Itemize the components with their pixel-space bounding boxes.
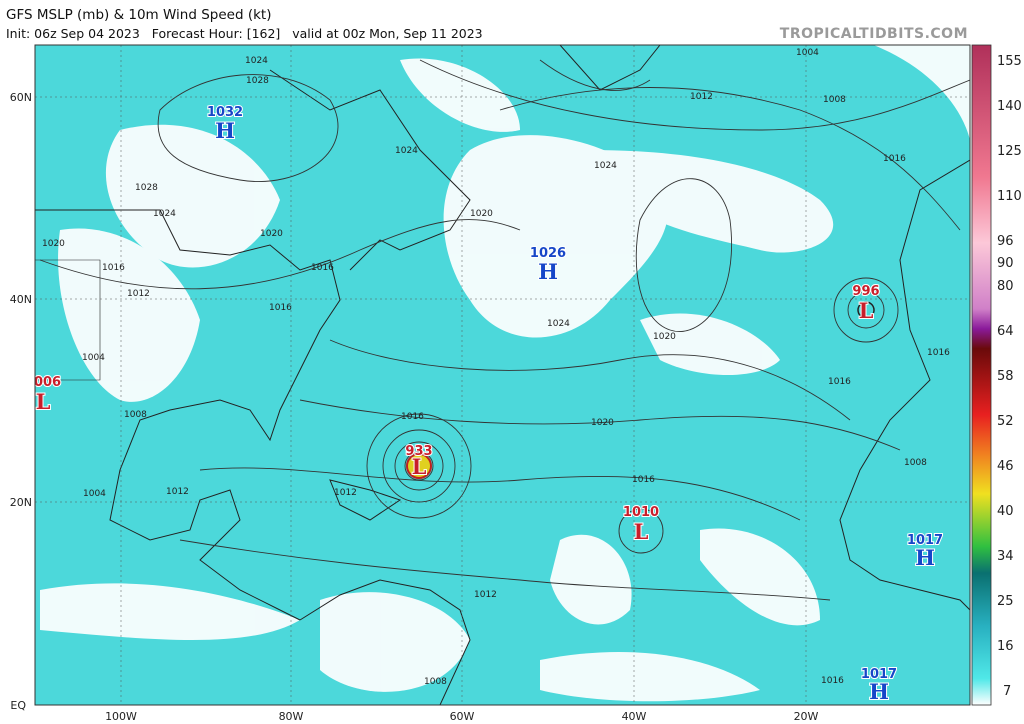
isobar-label: 1012 [334, 488, 357, 498]
colorbar-label: 96 [997, 234, 1014, 249]
lat-label: 20N [10, 496, 32, 509]
colorbar-label: 40 [997, 504, 1014, 519]
colorbar-label: 64 [997, 324, 1014, 339]
watermark: TROPICALTIDBITS.COM [780, 26, 968, 42]
colorbar-label: 58 [997, 369, 1014, 384]
center-value: 1032 [207, 105, 243, 120]
longitude-labels: 100W 80W 60W 40W 20W [105, 710, 818, 723]
colorbar-label: 125 [997, 144, 1022, 159]
isobar-label: 1008 [823, 95, 846, 105]
map: 1024 1028 1024 1028 1024 1020 1020 1016 … [25, 45, 970, 705]
center-letter: H [915, 545, 935, 570]
center-letter: H [215, 118, 235, 143]
colorbar-label: 34 [997, 549, 1014, 564]
center-letter: L [412, 454, 427, 479]
isobar-label: 1016 [401, 412, 424, 422]
colorbar-label: 155 [997, 54, 1022, 69]
isobar-label: 1024 [153, 209, 176, 219]
lat-label: 60N [10, 91, 32, 104]
colorbar-label: 52 [997, 414, 1014, 429]
isobar-label: 1020 [260, 229, 283, 239]
isobar-label: 1024 [547, 319, 570, 329]
isobar-label: 1016 [311, 263, 334, 273]
lon-label: 100W [105, 710, 137, 723]
isobar-label: 1016 [883, 154, 906, 164]
isobar-labels: 1024 1028 1024 1028 1024 1020 1020 1016 … [42, 48, 950, 687]
isobar-label: 1004 [82, 353, 105, 363]
isobar-label: 1016 [927, 348, 950, 358]
low-core [857, 301, 875, 319]
title: GFS MSLP (mb) & 10m Wind Speed (kt) [6, 7, 271, 23]
colorbar-labels: 155 140 125 110 96 90 80 64 58 52 46 40 … [997, 54, 1022, 699]
isobar-label: 1020 [591, 418, 614, 428]
isobar-label: 1012 [474, 590, 497, 600]
colorbar-label: 110 [997, 189, 1022, 204]
center-value: 1006 [25, 375, 61, 390]
isobar-label: 1020 [42, 239, 65, 249]
pressure-centers: 1032 H 1026 H 996 L 1006 L 933 L 1010 L … [25, 104, 944, 705]
latitude-labels: 60N 40N 20N EQ [10, 91, 32, 712]
colorbar-label: 140 [997, 99, 1022, 114]
isobar-label: 1028 [135, 183, 158, 193]
colorbar-label: 16 [997, 639, 1014, 654]
colorbar-label: 46 [997, 459, 1014, 474]
isobar-label: 1016 [828, 377, 851, 387]
center-value: 1026 [530, 246, 566, 261]
subtitle: Init: 06z Sep 04 2023 Forecast Hour: [16… [6, 26, 483, 41]
lat-label: 40N [10, 293, 32, 306]
lon-label: 40W [622, 710, 647, 723]
isobars [39, 59, 970, 601]
lat-label: EQ [10, 699, 26, 712]
isobar-label: 1004 [796, 48, 819, 58]
colorbar-label: 25 [997, 594, 1014, 609]
center-value: 1010 [623, 505, 659, 520]
isobar-label: 1020 [470, 209, 493, 219]
center-letter: H [538, 259, 558, 284]
isobar-label: 1016 [102, 263, 125, 273]
hurricane-core [406, 453, 432, 479]
isobar-label: 1012 [690, 92, 713, 102]
isobar-label: 1028 [246, 76, 269, 86]
colorbar-label: 80 [997, 279, 1014, 294]
lon-label: 80W [279, 710, 304, 723]
isobar-label: 1008 [124, 410, 147, 420]
isobar-label: 1024 [395, 146, 418, 156]
center-letter: L [36, 389, 51, 414]
isobar-label: 1016 [632, 475, 655, 485]
isobar-label: 1020 [653, 332, 676, 342]
lon-label: 60W [450, 710, 475, 723]
center-value: 1017 [907, 533, 943, 548]
isobar-label: 1004 [83, 489, 106, 499]
center-letter: L [634, 519, 649, 544]
isobar-label: 1012 [127, 289, 150, 299]
isobar-label: 1008 [904, 458, 927, 468]
colorbar [971, 44, 992, 706]
lon-label: 20W [794, 710, 819, 723]
isobar-label: 1016 [821, 676, 844, 686]
center-value: 1017 [861, 667, 897, 682]
isobar-label: 1012 [166, 487, 189, 497]
center-letter: H [869, 679, 889, 704]
lat-lon-grid [35, 45, 970, 705]
coastlines [35, 45, 970, 705]
calm-areas [40, 45, 970, 702]
center-value: 933 [405, 444, 432, 459]
colorbar-label: 7 [1003, 684, 1011, 699]
isobar-label: 1008 [424, 677, 447, 687]
center-letter: L [859, 298, 874, 323]
center-value: 996 [852, 284, 879, 299]
map-frame [34, 44, 971, 706]
isobar-label: 1024 [594, 161, 617, 171]
isobar-label: 1016 [269, 303, 292, 313]
isobar-label: 1024 [245, 56, 268, 66]
colorbar-label: 90 [997, 256, 1014, 271]
